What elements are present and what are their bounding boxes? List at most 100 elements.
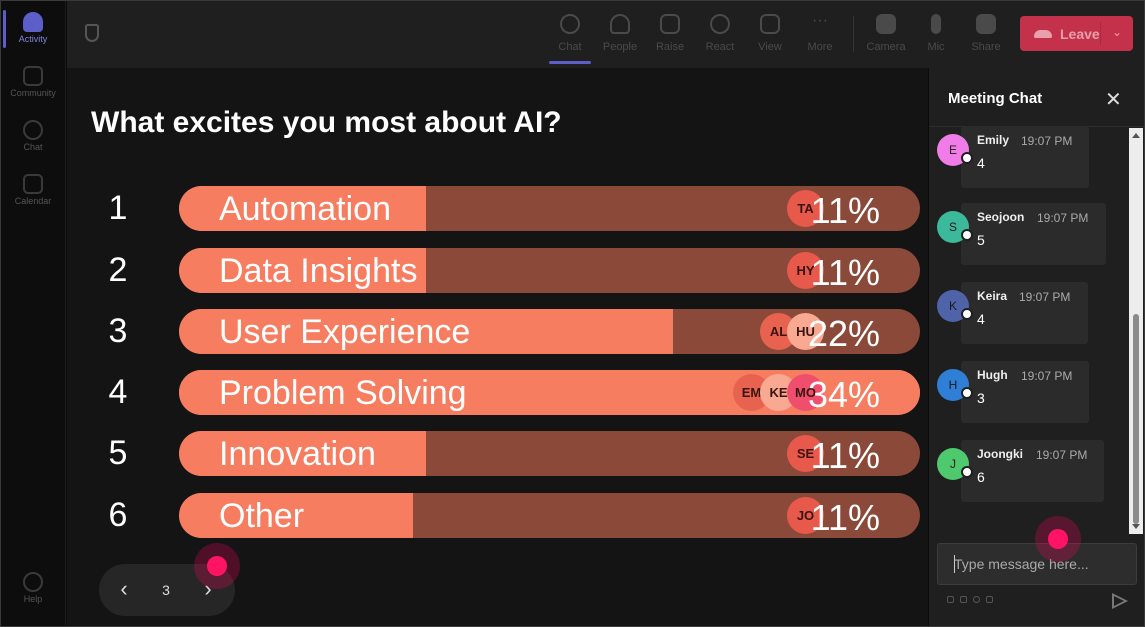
message-time: 19:07 PM bbox=[1019, 290, 1071, 304]
rail-item-label: Help bbox=[23, 594, 43, 604]
option-fill bbox=[179, 309, 673, 354]
close-icon[interactable]: ✕ bbox=[1105, 89, 1122, 111]
camera-icon bbox=[876, 14, 896, 34]
chat-message: Joongki 19:07 PM 6 J bbox=[937, 440, 1127, 504]
people-icon bbox=[610, 14, 630, 34]
option-percent: 34% bbox=[807, 374, 880, 415]
option-percent: 11% bbox=[810, 435, 880, 476]
option-rank: 5 bbox=[108, 434, 128, 472]
rail-item-help[interactable]: Help bbox=[0, 572, 66, 620]
format-toolbar bbox=[947, 596, 993, 603]
meeting-toolbar: Chat People Raise React View ··· More Ca… bbox=[67, 0, 1145, 68]
option-rank: 6 bbox=[108, 496, 128, 534]
option-fill bbox=[179, 493, 413, 538]
option-label: Other bbox=[219, 497, 305, 535]
app-rail: Activity Community Chat Calendar Help bbox=[0, 0, 66, 627]
rail-item-label: Community bbox=[10, 88, 56, 98]
voter-avatars: HU AL bbox=[760, 313, 824, 350]
option-rank: 3 bbox=[108, 312, 128, 350]
presence-dot bbox=[961, 152, 973, 164]
option-rank: 1 bbox=[108, 189, 128, 227]
chat-bubble-icon bbox=[560, 14, 580, 34]
gif-icon[interactable] bbox=[986, 596, 993, 603]
pointer-indicator bbox=[1035, 516, 1081, 562]
rail-item-activity[interactable]: Activity bbox=[0, 12, 66, 60]
message-text: 3 bbox=[977, 390, 985, 406]
message-text: 5 bbox=[977, 232, 985, 248]
leave-button-label: Leave bbox=[1060, 25, 1100, 42]
toolbar-react-button[interactable]: React bbox=[697, 10, 743, 62]
chat-header: Meeting Chat ✕ bbox=[929, 68, 1145, 127]
meeting-chat-panel: Meeting Chat ✕ Emily 19:07 PM 4 E Seojoo… bbox=[929, 68, 1145, 627]
grid-icon bbox=[760, 14, 780, 34]
option-percent: 22% bbox=[807, 313, 880, 354]
toolbar-raise-button[interactable]: Raise bbox=[647, 10, 693, 62]
toolbar-camera-button[interactable]: Camera bbox=[863, 10, 909, 62]
poll-option-row: 5 Innovation SE 11% bbox=[67, 431, 928, 476]
chat-icon bbox=[23, 120, 43, 140]
message-bubble: Keira 19:07 PM 4 bbox=[961, 282, 1088, 344]
rail-active-indicator bbox=[3, 10, 6, 48]
message-time: 19:07 PM bbox=[1037, 211, 1089, 225]
scroll-down-arrow-icon[interactable] bbox=[1132, 524, 1140, 529]
option-bar: Data Insights HY 11% bbox=[179, 248, 920, 293]
chevron-left-icon[interactable]: ‹ bbox=[120, 576, 128, 601]
toolbar-button-label: People bbox=[602, 41, 638, 53]
option-rank: 4 bbox=[108, 373, 128, 411]
chat-scrollbar[interactable] bbox=[1129, 128, 1143, 534]
toolbar-people-button[interactable]: People bbox=[597, 10, 643, 62]
message-bubble: Emily 19:07 PM 4 bbox=[961, 126, 1089, 188]
scrollbar-thumb[interactable] bbox=[1133, 314, 1139, 524]
option-bar: Innovation SE 11% bbox=[179, 431, 920, 476]
emoji-icon[interactable] bbox=[973, 596, 980, 603]
voter-avatars: SE bbox=[787, 435, 824, 472]
leave-button[interactable]: Leave ⌄ bbox=[1020, 16, 1133, 51]
chevron-down-icon[interactable]: ⌄ bbox=[1112, 25, 1123, 39]
message-bubble: Hugh 19:07 PM 3 bbox=[961, 361, 1089, 423]
toolbar-view-button[interactable]: View bbox=[747, 10, 793, 62]
message-text: 4 bbox=[977, 311, 985, 327]
scroll-up-arrow-icon[interactable] bbox=[1132, 133, 1140, 138]
poll-option-row: 1 Automation TA 11% bbox=[67, 186, 928, 231]
toolbar-button-label: Mic bbox=[927, 41, 945, 53]
message-text: 4 bbox=[977, 155, 985, 171]
toolbar-chat-button[interactable]: Chat bbox=[547, 10, 593, 64]
rail-item-community[interactable]: Community bbox=[0, 66, 66, 114]
format-icon[interactable] bbox=[947, 596, 954, 603]
toolbar-share-button[interactable]: Share bbox=[963, 10, 1009, 62]
toolbar-button-label: Chat bbox=[558, 41, 582, 53]
chat-message-input[interactable] bbox=[937, 543, 1137, 585]
ellipsis-icon: ··· bbox=[812, 12, 828, 29]
attach-icon[interactable] bbox=[960, 596, 967, 603]
smiley-icon bbox=[710, 14, 730, 34]
message-bubble: Joongki 19:07 PM 6 bbox=[961, 440, 1104, 502]
presence-dot bbox=[961, 308, 973, 320]
message-sender: Seojoon bbox=[977, 210, 1025, 224]
avatar: S bbox=[937, 211, 969, 243]
option-fill bbox=[179, 248, 426, 293]
toolbar-more-button[interactable]: ··· More bbox=[797, 10, 843, 62]
send-icon[interactable] bbox=[1112, 593, 1128, 609]
chat-message: Hugh 19:07 PM 3 H bbox=[937, 361, 1127, 425]
toolbar-mic-button[interactable]: Mic bbox=[913, 10, 959, 62]
rail-item-calendar[interactable]: Calendar bbox=[0, 174, 66, 222]
option-label: Innovation bbox=[219, 435, 376, 473]
presence-dot bbox=[961, 387, 973, 399]
phone-hangup-icon bbox=[1034, 29, 1052, 38]
message-sender: Joongki bbox=[977, 447, 1024, 461]
toolbar-button-label: Raise bbox=[655, 41, 685, 53]
voter-avatars: TA bbox=[787, 190, 824, 227]
rail-item-chat[interactable]: Chat bbox=[0, 120, 66, 168]
voter-avatars: HY bbox=[787, 252, 824, 289]
voter-avatars: MO KE EM bbox=[733, 374, 824, 411]
message-bubble: Seojoon 19:07 PM 5 bbox=[961, 203, 1106, 265]
message-time: 19:07 PM bbox=[1021, 369, 1073, 383]
avatar: MO bbox=[787, 374, 824, 411]
avatar: TA bbox=[787, 190, 824, 227]
chevron-right-icon[interactable]: › bbox=[204, 576, 212, 601]
toolbar-divider bbox=[853, 16, 854, 52]
poll-stage: What excites you most about AI? 1 Automa… bbox=[67, 68, 928, 627]
toolbar-button-label: React bbox=[705, 41, 735, 53]
option-percent: 11% bbox=[810, 497, 880, 538]
presence-dot bbox=[961, 229, 973, 241]
